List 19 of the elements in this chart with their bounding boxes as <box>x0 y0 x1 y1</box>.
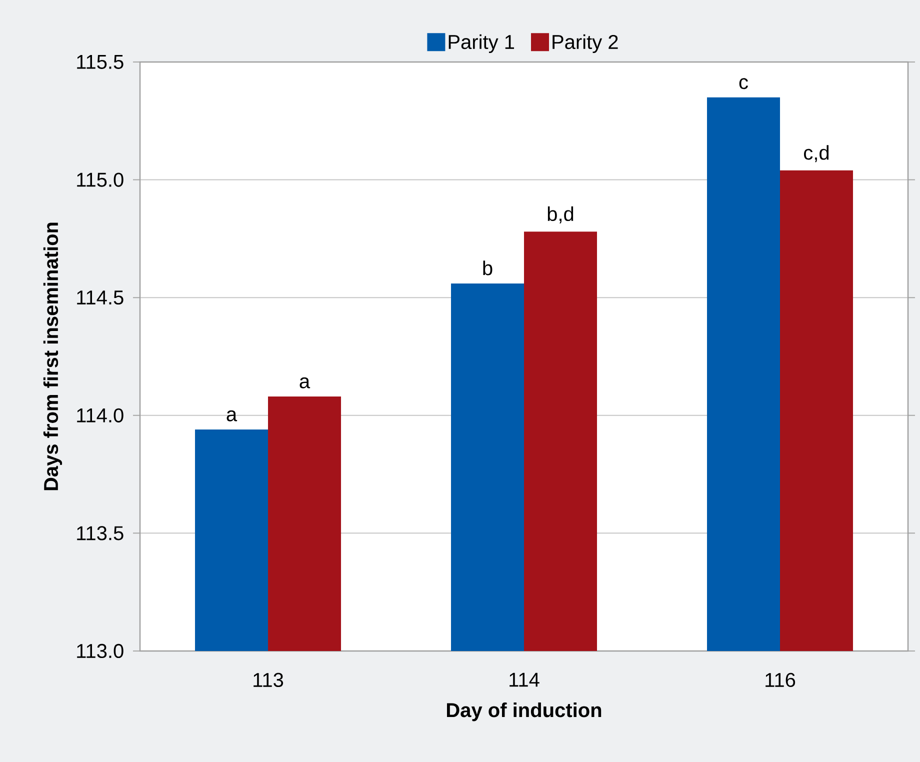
y-axis-title: Days from first insemination <box>43 222 62 490</box>
y-tick-label: 113.0 <box>77 644 124 658</box>
x-tick-label: 113 <box>254 672 284 688</box>
annotation: a <box>226 410 238 422</box>
x-axis-title: Day of induction <box>447 702 602 722</box>
y-tick-label: 114.5 <box>77 290 124 305</box>
y-tick-label: 115.5 <box>77 55 124 69</box>
x-tick-label: 114 <box>510 672 540 687</box>
y-tick-label: 114.0 <box>77 408 124 422</box>
annotation: b <box>483 260 492 276</box>
y-tick-label: 115.0 <box>77 172 124 187</box>
annotation: c <box>739 78 748 90</box>
annotation: a <box>300 377 310 388</box>
y-tick-label: 113.5 <box>77 526 124 540</box>
x-tick-label: 116 <box>766 672 796 688</box>
legend-label: Parity 2 <box>552 34 618 54</box>
legend-label: Parity 1 <box>448 34 514 54</box>
annotation: b,d <box>548 206 574 224</box>
annotation: c,d <box>804 145 829 162</box>
